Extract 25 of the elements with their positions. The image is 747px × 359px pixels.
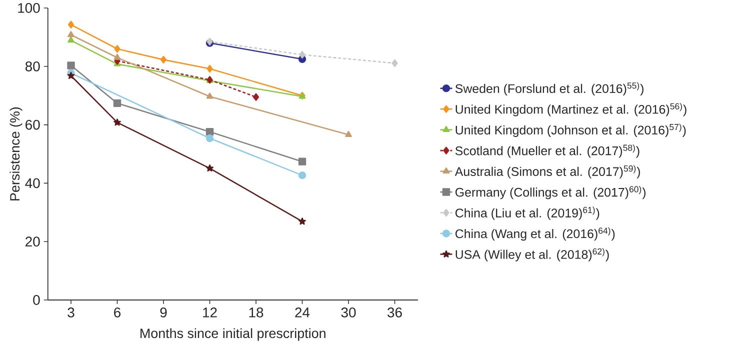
legend-label: China (Liu et al. (2019)$^{61)}$): [455, 206, 600, 220]
legend-label: Australia (Simons et al. (2017)$^{59)}$): [454, 165, 640, 178]
y-axis-title: Persistence (%): [10, 107, 22, 200]
legend-label: China (Wang et al. (2016)$^{64)}$): [455, 227, 615, 241]
y-tick-label: 40: [25, 178, 40, 188]
y-tick-label: 20: [26, 236, 40, 247]
x-tick-label: 6: [114, 308, 121, 318]
legend-label: Germany (Collings et al. (2017)$^{60)}$): [455, 186, 646, 200]
x-tick-label: 36: [388, 308, 402, 318]
legend-label: USA (Willey et al. (2018)$^{62)}$): [456, 248, 609, 262]
x-tick-label: 12: [203, 308, 217, 318]
x-tick-label: 30: [341, 308, 356, 318]
y-tick-label: 80: [25, 61, 40, 72]
legend-label: United Kingdom (Johnson et al. (2016)$^{57)}$): [456, 124, 686, 137]
x-axis-title: Months since initial prescription: [140, 328, 326, 341]
legend-label: United Kingdom (Martinez et al. (2016)$^{56)}$): [456, 103, 686, 116]
legend-label: Sweden (Forslund et al. (2016)$^{55)}$): [455, 82, 644, 96]
y-tick-label: 60: [26, 120, 40, 130]
legend-label: Scotland (Mueller et al. (2017)$^{58)}$): [455, 144, 640, 158]
x-tick-label: 18: [249, 308, 264, 318]
x-tick-label: 9: [160, 308, 167, 318]
y-tick-label: 0: [33, 295, 40, 305]
y-tick-label: 100: [18, 3, 40, 13]
x-tick-label: 24: [295, 308, 310, 318]
x-tick-label: 3: [68, 308, 74, 318]
